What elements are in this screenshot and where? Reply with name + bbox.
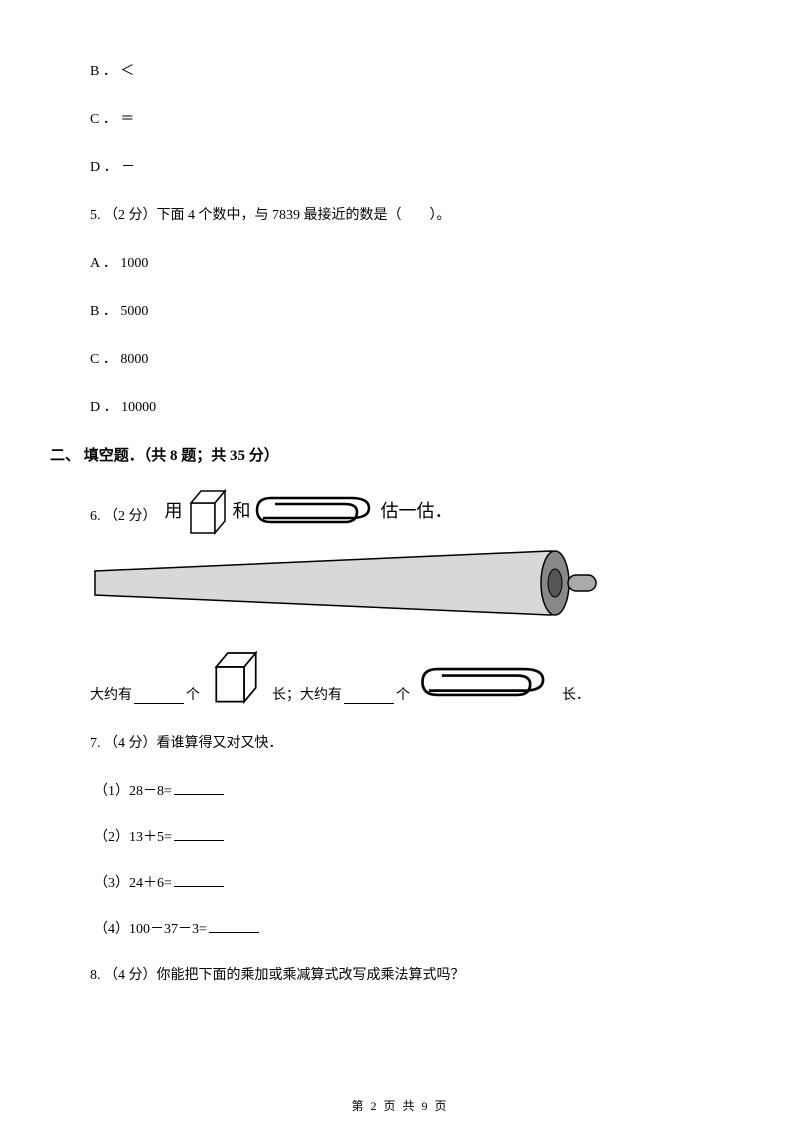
q8-title: 8. （4 分）你能把下面的乘加或乘减算式改写成乘法算式吗？ [90,968,465,983]
q6-use-text: 用 [165,497,183,523]
blank-field[interactable] [174,827,224,841]
paperclip-icon [251,490,381,530]
q7-i4-text: （4）100－37－3= [94,922,207,937]
option-dot: ． [103,304,121,319]
q6-and-text: 和 [233,497,251,523]
q7-item-2: （2）13＋5= [80,826,720,846]
option-dot: ． [104,160,122,175]
q7-item-4: （4）100－37－3= [80,918,720,938]
option-b: B ． ＜ [80,60,720,80]
option-dot: ． [103,64,121,79]
option-label: C [90,112,99,127]
q6-ans-suffix1: 长；大约有 [272,684,342,704]
question-8: 8. （4 分）你能把下面的乘加或乘减算式改写成乘法算式吗？ [80,964,720,984]
option-value: ＝ [120,112,134,127]
option-value: 8000 [120,352,148,367]
option-dot: ． [103,256,121,271]
blank-field[interactable] [174,781,224,795]
q6-estimate-text: 估一估． [381,497,453,523]
q6-prefix: 6. （2 分） [90,505,157,535]
option-value: 5000 [120,304,148,319]
cone-shape-icon [90,543,610,623]
q7-title: 7. （4 分）看谁算得又对又快． [90,736,283,751]
option-value: ＜ [120,64,134,79]
q7-item-1: （1）28－8= [80,780,720,800]
page-number: 第 2 页 共 9 页 [351,1099,448,1113]
section-2-title: 二、 填空题．（共 8 题；共 35 分） [50,448,279,464]
q6-ans-prefix1: 大约有 [90,684,132,704]
cube-icon [206,646,266,704]
option-label: B [90,64,99,79]
q6-ans-suffix2: 长． [562,684,590,704]
option-dot: ． [104,400,122,415]
cube-icon [183,485,233,535]
q5-option-c: C ． 8000 [80,348,720,368]
option-label: B [90,304,99,319]
question-5: 5. （2 分）下面 4 个数中，与 7839 最接近的数是（ ）。 [80,204,720,224]
option-dot: ． [103,112,121,127]
option-d: D ． － [80,156,720,176]
q6-ans-unit1: 个 [186,684,200,704]
blank-field[interactable] [344,690,394,704]
option-label: D [90,400,100,415]
paperclip-icon [416,660,556,704]
q5-option-d: D ． 10000 [80,396,720,416]
question-7: 7. （4 分）看谁算得又对又快． [80,732,720,752]
blank-field[interactable] [174,873,224,887]
q7-item-3: （3）24＋6= [80,872,720,892]
q7-i2-text: （2）13＋5= [94,830,172,845]
page-footer: 第 2 页 共 9 页 [0,1097,800,1114]
option-c: C ． ＝ [80,108,720,128]
option-dot: ． [103,352,121,367]
option-label: D [90,160,100,175]
option-label: A [90,256,99,271]
blank-field[interactable] [134,690,184,704]
option-label: C [90,352,99,367]
q5-option-a: A ． 1000 [80,252,720,272]
blank-field[interactable] [209,919,259,933]
q5-text: 5. （2 分）下面 4 个数中，与 7839 最接近的数是（ ）。 [90,208,451,223]
q6-answer-line: 大约有 个 长；大约有 个 长． [80,646,720,704]
option-value: 1000 [120,256,148,271]
trumpet-figure [80,543,720,628]
option-value: 10000 [121,400,156,415]
q6-ans-unit2: 个 [396,684,410,704]
section-2-header: 二、 填空题．（共 8 题；共 35 分） [50,444,720,465]
option-value: － [121,160,135,175]
question-6-prompt: 6. （2 分） 用 和 估一估． [80,485,720,535]
q7-i1-text: （1）28－8= [94,784,172,799]
q5-option-b: B ． 5000 [80,300,720,320]
q7-i3-text: （3）24＋6= [94,876,172,891]
